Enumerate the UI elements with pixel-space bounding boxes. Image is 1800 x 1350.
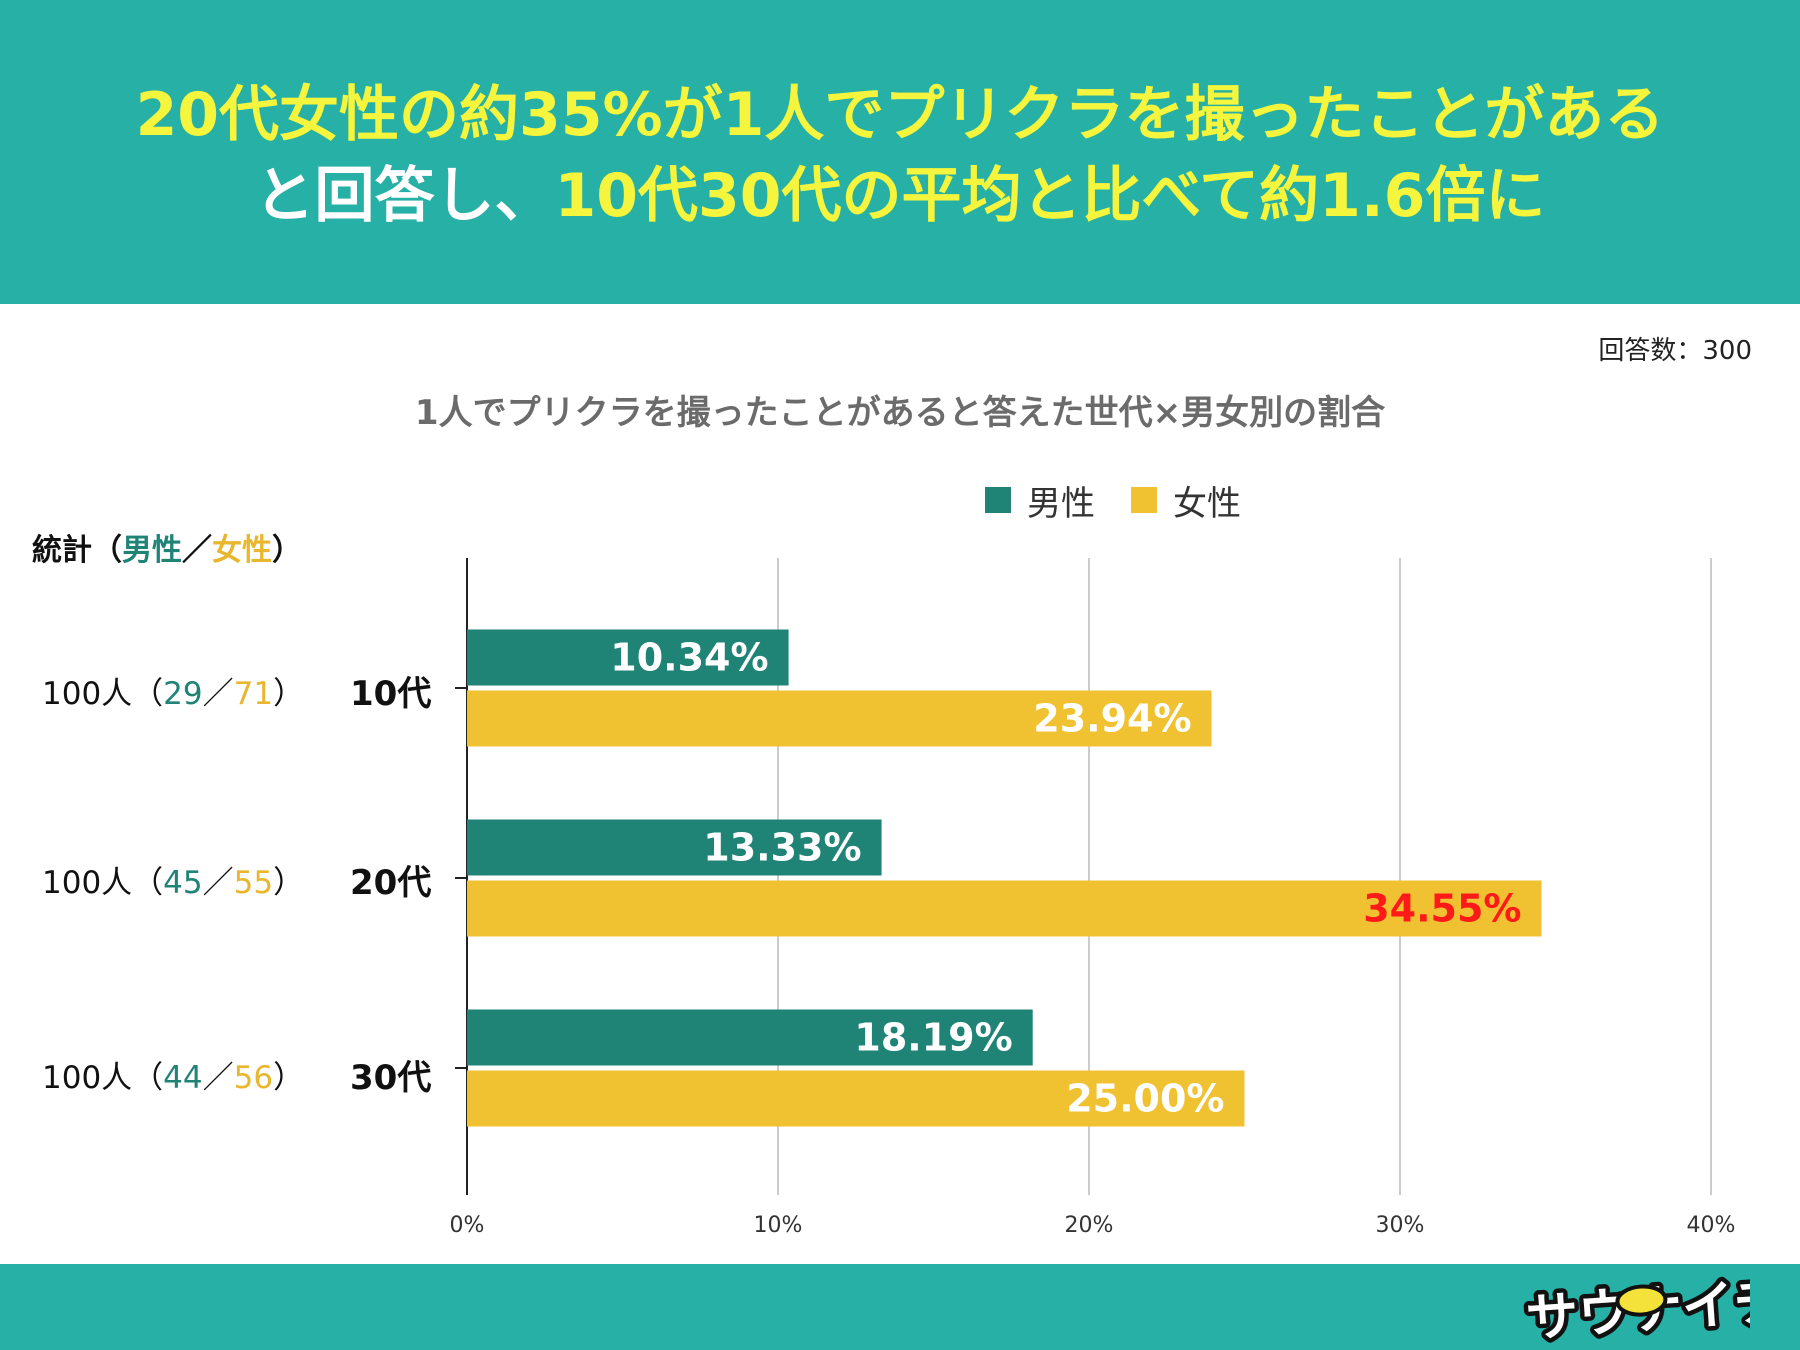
stats-total: 100人（ <box>42 865 164 901</box>
stats-header-sep: ／ <box>182 533 212 568</box>
bar-chart: 0% 10% 20% 30% 40% 10.34% 13.33% 18.19% 23.94% 34… <box>450 558 1736 1238</box>
headline-line-2-white: と回答し、 <box>254 161 555 231</box>
header-banner: 20代女性の約35%が1人でプリクラを撮ったことがある と回答し、10代30代の… <box>0 0 1800 304</box>
stats-male-count: 45 <box>163 865 203 901</box>
bar <box>467 880 1542 937</box>
data-label: 10.34% <box>610 636 768 680</box>
stats-close: ） <box>273 676 305 712</box>
stats-row-30s: 100人（44／56） <box>42 1052 304 1097</box>
x-tick-label: 20% <box>1065 1213 1114 1238</box>
stats-row-20s: 100人（45／55） <box>42 857 304 902</box>
chart-title: 1人でプリクラを撮ったことがあると答えた世代×男女別の割合 <box>414 393 1386 433</box>
data-label: 34.55% <box>1363 887 1521 931</box>
category-label-10s: 10代 <box>350 674 432 714</box>
stats-header-female: 女性 <box>212 533 272 568</box>
legend-item-male: 男性 <box>985 476 1095 525</box>
stats-total: 100人（ <box>42 1060 164 1096</box>
x-tick-label: 10% <box>754 1213 803 1238</box>
legend: 男性 女性 <box>985 475 1241 525</box>
legend-item-female: 女性 <box>1131 476 1241 525</box>
bar <box>467 819 882 876</box>
stats-close: ） <box>273 865 305 901</box>
data-label: 13.33% <box>703 826 861 870</box>
stats-female-count: 55 <box>233 865 274 901</box>
legend-label-female: 女性 <box>1173 483 1241 524</box>
stats-sep: ／ <box>202 1060 234 1096</box>
data-label: 18.19% <box>854 1016 1012 1060</box>
x-tick-label: 0% <box>450 1213 485 1238</box>
legend-label-male: 男性 <box>1027 483 1095 524</box>
stats-female-count: 56 <box>233 1060 274 1096</box>
data-label: 25.00% <box>1066 1077 1224 1121</box>
stats-male-count: 29 <box>163 676 203 712</box>
bar <box>467 629 789 686</box>
bar <box>467 1070 1245 1127</box>
legend-swatch-male <box>985 487 1011 513</box>
data-label: 23.94% <box>1033 697 1191 741</box>
category-label-30s: 30代 <box>350 1058 432 1098</box>
stats-male-count: 44 <box>163 1060 203 1096</box>
stats-total: 100人（ <box>42 676 164 712</box>
headline-line-2-yellow: 10代30代の平均と比べて約1.6倍に <box>554 161 1546 231</box>
x-tick-label: 30% <box>1376 1213 1425 1238</box>
stats-header: 統計（男性／女性） <box>32 525 302 569</box>
stats-sep: ／ <box>202 676 234 712</box>
footer-bar <box>0 1264 1800 1350</box>
stats-female-count: 71 <box>233 676 274 712</box>
stats-header-male: 男性 <box>122 533 182 568</box>
stats-sep: ／ <box>202 865 234 901</box>
stats-header-suffix: ） <box>272 533 302 568</box>
category-label-20s: 20代 <box>350 863 432 903</box>
stats-row-10s: 100人（29／71） <box>42 668 304 713</box>
x-tick-label: 40% <box>1687 1213 1736 1238</box>
respondent-count: 回答数：300 <box>1598 336 1752 366</box>
headline-line-2: と回答し、10代30代の平均と比べて約1.6倍に <box>0 156 1800 236</box>
bar <box>467 1009 1033 1066</box>
stats-close: ） <box>273 1060 305 1096</box>
headline-line-1: 20代女性の約35%が1人でプリクラを撮ったことがある <box>135 80 1665 150</box>
brand-logo: サウナイチ <box>1520 1267 1793 1350</box>
stats-header-prefix: 統計（ <box>32 533 122 568</box>
legend-swatch-female <box>1131 487 1157 513</box>
bar <box>467 690 1212 747</box>
